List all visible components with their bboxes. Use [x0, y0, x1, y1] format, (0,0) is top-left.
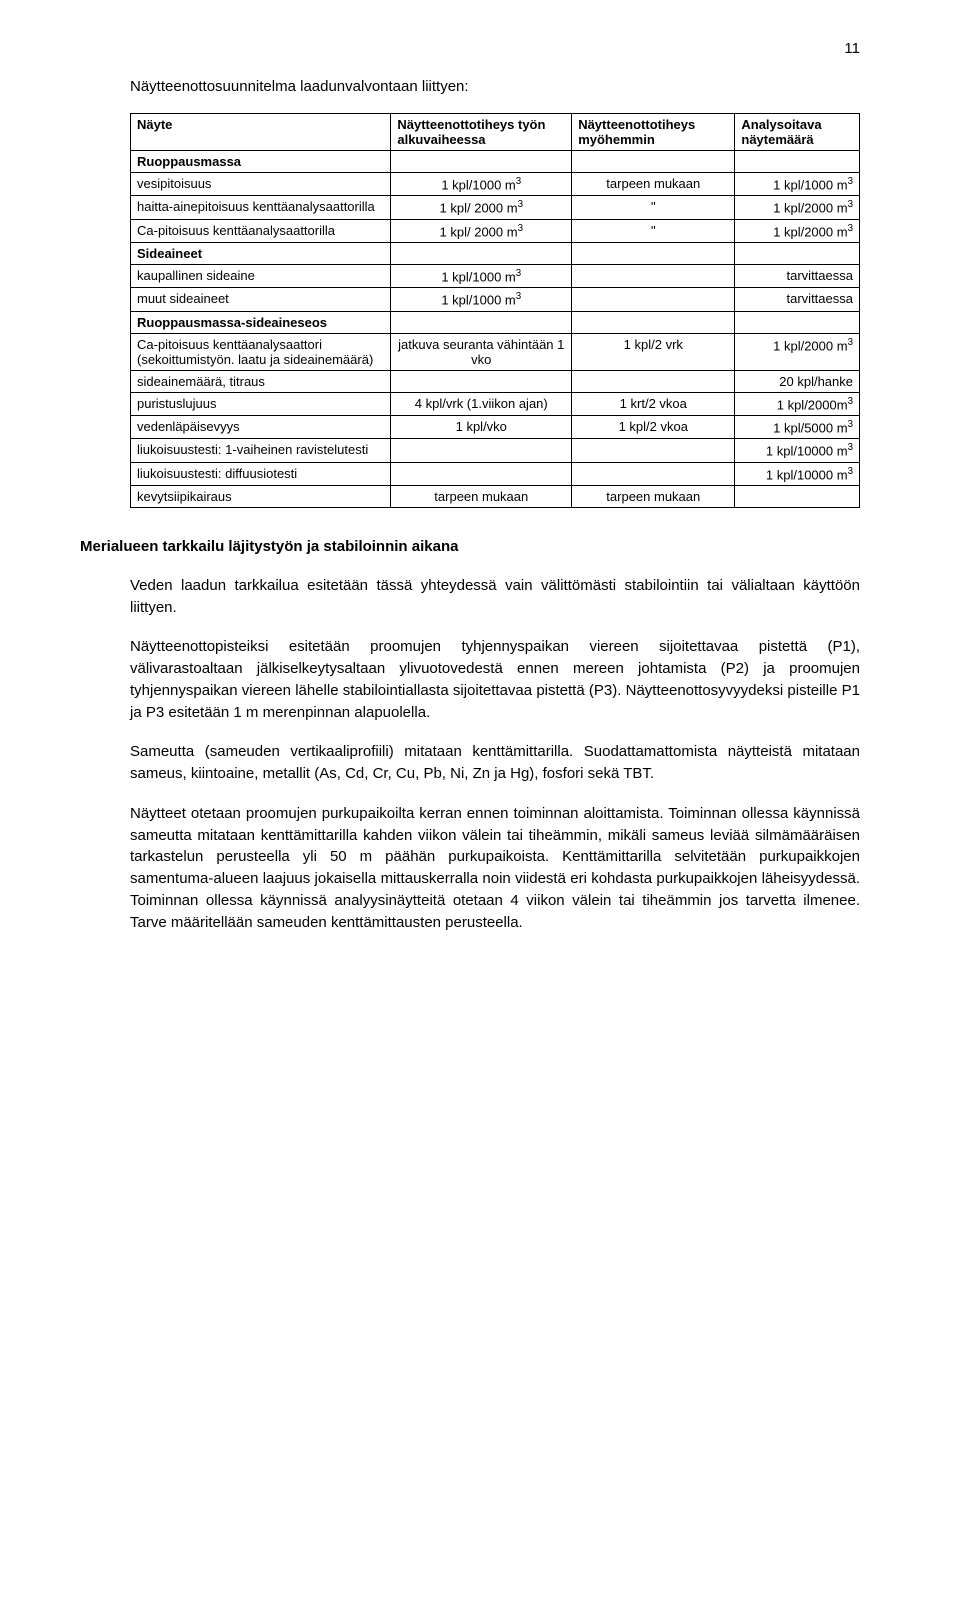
table-row: puristuslujuus4 kpl/vrk (1.viikon ajan)1…	[131, 392, 860, 415]
table-row: vedenläpäisevyys1 kpl/vko1 kpl/2 vkoa1 k…	[131, 415, 860, 438]
row-label-cell: liukoisuustesti: 1-vaiheinen ravistelute…	[131, 439, 391, 462]
row-label-cell: Ca-pitoisuus kenttäanalysaattori (sekoit…	[131, 333, 391, 370]
table-cell	[735, 242, 860, 264]
row-label-cell: sideainemäärä, titraus	[131, 370, 391, 392]
table-cell: 1 kpl/1000 m3	[735, 173, 860, 196]
table-cell: tarpeen mukaan	[572, 485, 735, 507]
row-label-cell: muut sideaineet	[131, 288, 391, 311]
table-cell: 1 kpl/2 vkoa	[572, 415, 735, 438]
table-cell	[735, 311, 860, 333]
table-row: Sideaineet	[131, 242, 860, 264]
table-cell: 1 kpl/2000 m3	[735, 219, 860, 242]
body-paragraphs: Veden laadun tarkkailua esitetään tässä …	[130, 575, 860, 934]
table-cell: 4 kpl/vrk (1.viikon ajan)	[391, 392, 572, 415]
table-cell: 1 kpl/2000 m3	[735, 333, 860, 370]
table-header: NäyteNäytteenottotiheys työn alkuvaihees…	[131, 114, 860, 151]
table-cell: 1 kpl/2000 m3	[735, 196, 860, 219]
table-cell: 1 kpl/5000 m3	[735, 415, 860, 438]
table-body: Ruoppausmassavesipitoisuus1 kpl/1000 m3t…	[131, 151, 860, 508]
table-row: Ca-pitoisuus kenttäanalysaattorilla1 kpl…	[131, 219, 860, 242]
table-cell: 1 kpl/vko	[391, 415, 572, 438]
table-cell: 1 kpl/1000 m3	[391, 173, 572, 196]
table-cell	[572, 151, 735, 173]
table-cell	[572, 370, 735, 392]
table-cell	[735, 485, 860, 507]
table-row: haitta-ainepitoisuus kenttäanalysaattori…	[131, 196, 860, 219]
table-cell	[572, 288, 735, 311]
table-cell: 1 kpl/10000 m3	[735, 439, 860, 462]
table-cell: "	[572, 196, 735, 219]
row-label-cell: haitta-ainepitoisuus kenttäanalysaattori…	[131, 196, 391, 219]
table-cell: 1 kpl/1000 m3	[391, 288, 572, 311]
table-header-cell: Näytteenottotiheys työn alkuvaiheessa	[391, 114, 572, 151]
sampling-plan-heading: Näytteenottosuunnitelma laadunvalvontaan…	[130, 78, 860, 95]
table-cell: 1 kpl/1000 m3	[391, 264, 572, 287]
row-label-cell: liukoisuustesti: diffuusiotesti	[131, 462, 391, 485]
table-cell: tarvittaessa	[735, 288, 860, 311]
paragraph: Sameutta (sameuden vertikaaliprofiili) m…	[130, 741, 860, 785]
paragraph: Näytteet otetaan proomujen purkupaikoilt…	[130, 803, 860, 934]
table-row: liukoisuustesti: diffuusiotesti 1 kpl/100…	[131, 462, 860, 485]
table-row: kevytsiipikairaustarpeen mukaantarpeen m…	[131, 485, 860, 507]
table-cell: 1 kpl/2000m3	[735, 392, 860, 415]
document-page: 11 Näytteenottosuunnitelma laadunvalvont…	[0, 0, 960, 1624]
page-number: 11	[844, 40, 860, 57]
table-row: liukoisuustesti: 1-vaiheinen ravistelute…	[131, 439, 860, 462]
row-label-cell: kevytsiipikairaus	[131, 485, 391, 507]
table-cell	[391, 151, 572, 173]
table-cell	[391, 370, 572, 392]
table-cell: "	[572, 219, 735, 242]
table-row: Ca-pitoisuus kenttäanalysaattori (sekoit…	[131, 333, 860, 370]
row-label-cell: vedenläpäisevyys	[131, 415, 391, 438]
table-cell	[735, 151, 860, 173]
row-label-cell: puristuslujuus	[131, 392, 391, 415]
table-cell: 1 krt/2 vkoa	[572, 392, 735, 415]
table-cell: tarpeen mukaan	[572, 173, 735, 196]
row-label-cell: Ruoppausmassa-sideaineseos	[131, 311, 391, 333]
table-cell: tarvittaessa	[735, 264, 860, 287]
paragraph: Veden laadun tarkkailua esitetään tässä …	[130, 575, 860, 619]
sampling-table: NäyteNäytteenottotiheys työn alkuvaihees…	[130, 113, 860, 508]
table-cell	[572, 242, 735, 264]
table-cell: tarpeen mukaan	[391, 485, 572, 507]
row-label-cell: Sideaineet	[131, 242, 391, 264]
table-cell	[572, 462, 735, 485]
table-cell	[572, 311, 735, 333]
table-row: muut sideaineet1 kpl/1000 m3 tarvittaessa	[131, 288, 860, 311]
table-row: kaupallinen sideaine1 kpl/1000 m3 tarvitt…	[131, 264, 860, 287]
table-cell: 1 kpl/ 2000 m3	[391, 219, 572, 242]
table-cell: jatkuva seuranta vähintään 1 vko	[391, 333, 572, 370]
table-cell	[572, 264, 735, 287]
row-label-cell: Ruoppausmassa	[131, 151, 391, 173]
table-cell: 1 kpl/ 2000 m3	[391, 196, 572, 219]
row-label-cell: Ca-pitoisuus kenttäanalysaattorilla	[131, 219, 391, 242]
row-label-cell: vesipitoisuus	[131, 173, 391, 196]
table-row: sideainemäärä, titraus 20 kpl/hanke	[131, 370, 860, 392]
table-header-cell: Näyte	[131, 114, 391, 151]
table-cell	[572, 439, 735, 462]
table-row: Ruoppausmassa	[131, 151, 860, 173]
table-row: Ruoppausmassa-sideaineseos	[131, 311, 860, 333]
table-cell: 1 kpl/10000 m3	[735, 462, 860, 485]
table-cell	[391, 311, 572, 333]
subheading-marine-monitoring: Merialueen tarkkailu läjitystyön ja stab…	[80, 538, 860, 555]
table-header-cell: Analysoitava näytemäärä	[735, 114, 860, 151]
table-row: vesipitoisuus1 kpl/1000 m3tarpeen mukaan…	[131, 173, 860, 196]
row-label-cell: kaupallinen sideaine	[131, 264, 391, 287]
table-cell	[391, 242, 572, 264]
table-cell	[391, 462, 572, 485]
paragraph: Näytteenottopisteiksi esitetään proomuje…	[130, 636, 860, 723]
table-cell: 1 kpl/2 vrk	[572, 333, 735, 370]
table-cell: 20 kpl/hanke	[735, 370, 860, 392]
table-header-cell: Näytteenottotiheys myöhemmin	[572, 114, 735, 151]
table-cell	[391, 439, 572, 462]
